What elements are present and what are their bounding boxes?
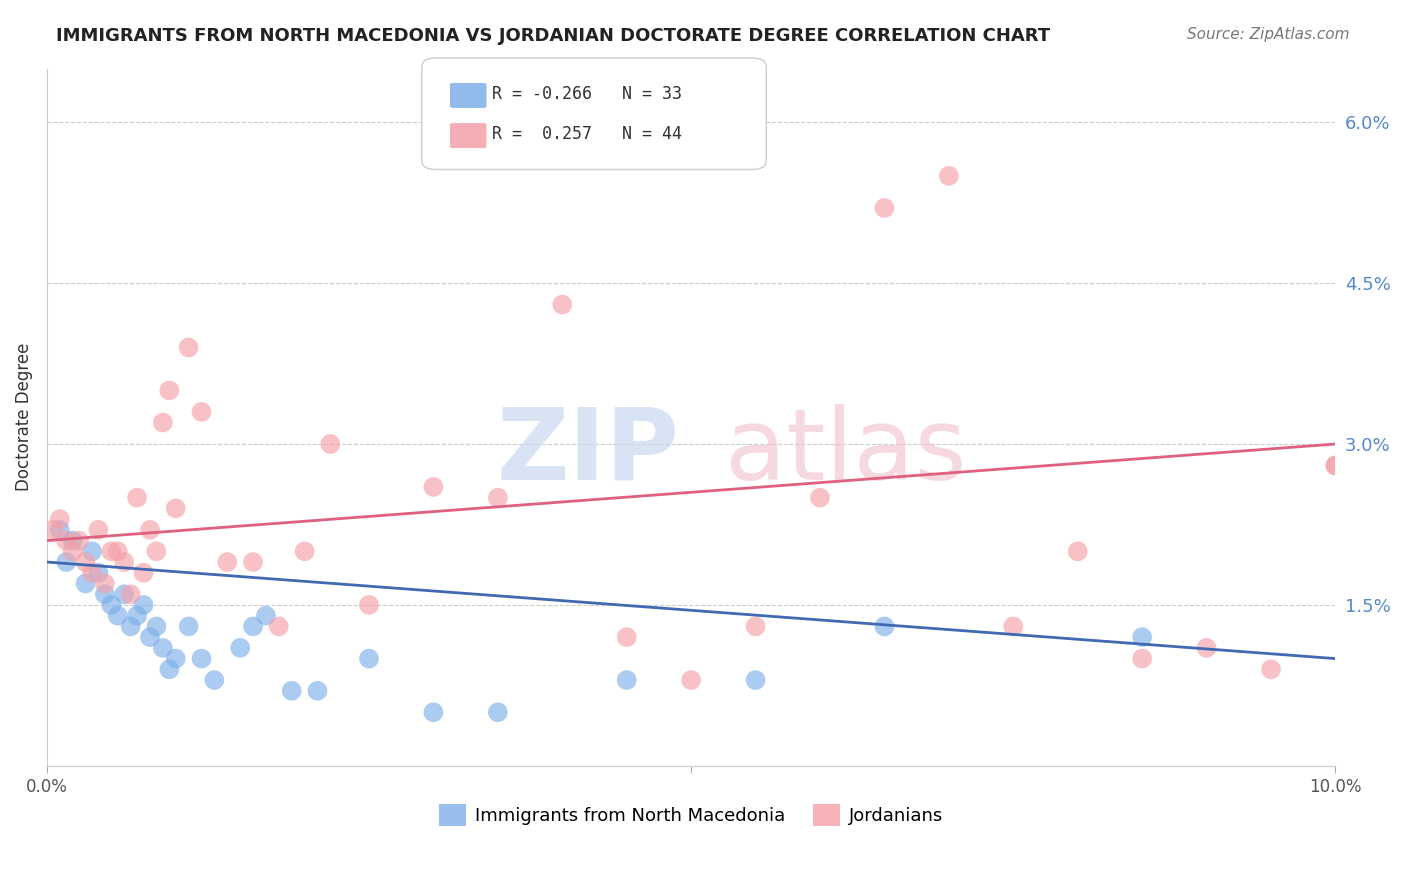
Point: [486, 705, 509, 719]
Point: [319, 437, 342, 451]
Point: [744, 619, 766, 633]
Point: [165, 651, 187, 665]
Point: [152, 416, 174, 430]
Text: atlas: atlas: [725, 403, 966, 500]
Point: [616, 630, 638, 644]
Point: [1067, 544, 1090, 558]
Point: [280, 683, 302, 698]
Point: [80, 544, 103, 558]
Point: [62, 544, 84, 558]
Point: [107, 608, 129, 623]
Point: [94, 576, 117, 591]
Point: [139, 630, 162, 644]
Point: [112, 555, 135, 569]
Point: [1130, 630, 1153, 644]
Point: [145, 619, 167, 633]
Y-axis label: Doctorate Degree: Doctorate Degree: [15, 343, 32, 491]
Point: [120, 587, 142, 601]
Point: [94, 587, 117, 601]
Point: [242, 619, 264, 633]
Point: [307, 683, 329, 698]
Point: [120, 619, 142, 633]
Point: [139, 523, 162, 537]
Point: [87, 566, 110, 580]
Point: [1130, 651, 1153, 665]
Point: [125, 491, 148, 505]
Point: [80, 566, 103, 580]
Point: [242, 555, 264, 569]
Point: [157, 662, 180, 676]
Point: [681, 673, 703, 687]
Text: Source: ZipAtlas.com: Source: ZipAtlas.com: [1187, 27, 1350, 42]
Point: [157, 384, 180, 398]
Point: [1324, 458, 1347, 473]
Point: [165, 501, 187, 516]
Point: [229, 640, 252, 655]
Point: [49, 512, 72, 526]
Point: [177, 619, 200, 633]
Text: R = -0.266   N = 33: R = -0.266 N = 33: [492, 85, 682, 103]
Point: [75, 576, 97, 591]
Point: [42, 523, 65, 537]
Point: [1195, 640, 1218, 655]
Point: [100, 598, 122, 612]
Point: [217, 555, 239, 569]
Point: [62, 533, 84, 548]
Point: [112, 587, 135, 601]
Point: [357, 598, 380, 612]
Point: [190, 405, 212, 419]
Point: [808, 491, 831, 505]
Text: R =  0.257   N = 44: R = 0.257 N = 44: [492, 125, 682, 143]
Point: [254, 608, 277, 623]
Point: [744, 673, 766, 687]
Point: [357, 651, 380, 665]
Point: [294, 544, 316, 558]
Point: [132, 598, 155, 612]
Point: [1260, 662, 1282, 676]
Point: [145, 544, 167, 558]
Point: [551, 297, 574, 311]
Point: [152, 640, 174, 655]
Point: [873, 201, 896, 215]
Point: [55, 555, 77, 569]
Point: [125, 608, 148, 623]
Point: [422, 480, 444, 494]
Point: [87, 523, 110, 537]
Point: [100, 544, 122, 558]
Text: ZIP: ZIP: [496, 403, 679, 500]
Point: [55, 533, 77, 548]
Point: [75, 555, 97, 569]
Point: [267, 619, 290, 633]
Point: [938, 169, 960, 183]
Point: [49, 523, 72, 537]
Text: IMMIGRANTS FROM NORTH MACEDONIA VS JORDANIAN DOCTORATE DEGREE CORRELATION CHART: IMMIGRANTS FROM NORTH MACEDONIA VS JORDA…: [56, 27, 1050, 45]
Point: [67, 533, 90, 548]
Point: [486, 491, 509, 505]
Point: [1324, 458, 1347, 473]
Point: [190, 651, 212, 665]
Legend: Immigrants from North Macedonia, Jordanians: Immigrants from North Macedonia, Jordani…: [432, 797, 950, 833]
Point: [202, 673, 225, 687]
Point: [1002, 619, 1025, 633]
Point: [177, 341, 200, 355]
Point: [132, 566, 155, 580]
Point: [107, 544, 129, 558]
Point: [873, 619, 896, 633]
Point: [422, 705, 444, 719]
Point: [616, 673, 638, 687]
